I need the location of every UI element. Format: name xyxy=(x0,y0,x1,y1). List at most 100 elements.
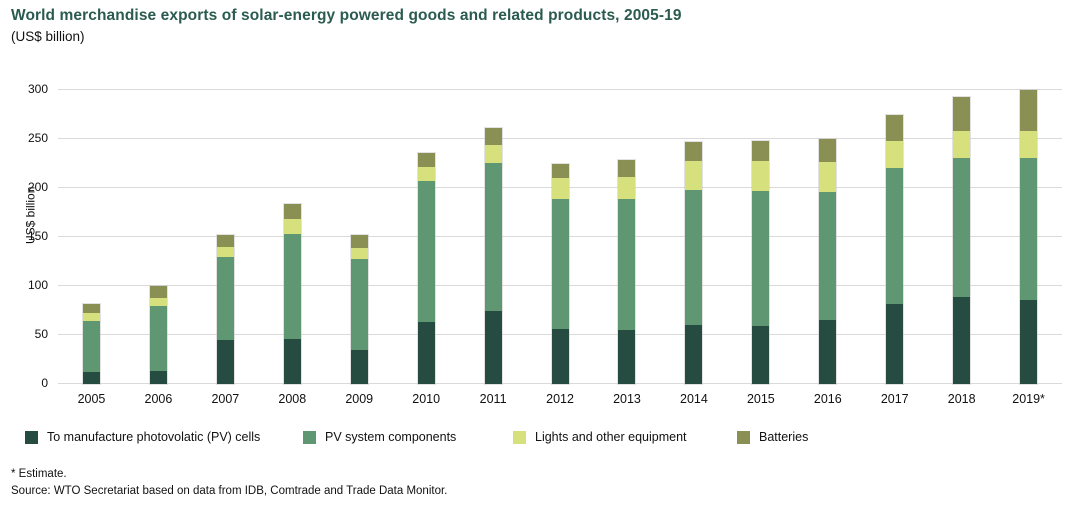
bar-segment-2005-batteries xyxy=(82,303,100,314)
stacked-bar-2007 xyxy=(215,234,235,385)
bar-segment-2016-to-manufacture-photovolatic-pv-cells xyxy=(819,320,837,384)
chart-title: World merchandise exports of solar-energ… xyxy=(11,7,682,24)
bar-segment-2005-lights-and-other-equipment xyxy=(82,313,100,322)
y-tick-label-50: 50 xyxy=(34,327,48,341)
stacked-bar-2013 xyxy=(617,158,637,386)
x-tick-label-2017: 2017 xyxy=(880,392,909,406)
bar-segment-2017-pv-system-components xyxy=(886,168,904,304)
x-tick-label-2012: 2012 xyxy=(546,392,574,406)
stacked-bar-2011 xyxy=(483,127,503,385)
bar-segment-2015-batteries xyxy=(752,140,770,161)
bar-column-2014 xyxy=(660,90,727,386)
legend-swatch-icon xyxy=(303,430,316,444)
bars-layer xyxy=(58,89,1062,386)
bar-segment-2014-to-manufacture-photovolatic-pv-cells xyxy=(685,325,703,384)
bar-segment-2016-batteries xyxy=(819,139,837,162)
bar-segment-2005-pv-system-components xyxy=(82,321,100,373)
bar-column-2019 xyxy=(995,89,1062,385)
bar-segment-2010-batteries xyxy=(417,152,435,168)
bar-column-2009 xyxy=(326,90,393,385)
bar-column-2017 xyxy=(861,90,928,386)
bar-segment-2019-batteries xyxy=(1020,90,1038,132)
stacked-bar-2018 xyxy=(952,95,972,386)
stacked-bar-2014 xyxy=(684,140,704,386)
bar-segment-2010-to-manufacture-photovolatic-pv-cells xyxy=(417,322,435,384)
stacked-bar-2019 xyxy=(1019,89,1039,385)
footnote-estimate: * Estimate. xyxy=(11,468,67,480)
bar-segment-2005-to-manufacture-photovolatic-pv-cells xyxy=(82,372,100,384)
bar-segment-2016-lights-and-other-equipment xyxy=(819,161,837,192)
legend-item-to-manufacture-photovolatic-pv-cells: To manufacture photovolatic (PV) cells xyxy=(25,429,260,445)
bar-segment-2007-lights-and-other-equipment xyxy=(216,246,234,257)
y-tick-label-0: 0 xyxy=(41,376,48,390)
y-tick-label-200: 200 xyxy=(27,180,48,194)
stacked-bar-2012 xyxy=(550,162,570,386)
legend-label: Lights and other equipment xyxy=(535,430,687,444)
x-tick-label-2016: 2016 xyxy=(813,392,842,406)
stacked-bar-2017 xyxy=(885,113,905,386)
x-tick-label-2009: 2009 xyxy=(345,392,374,406)
bar-segment-2007-pv-system-components xyxy=(216,256,234,340)
bar-segment-2010-pv-system-components xyxy=(417,181,435,323)
bar-column-2010 xyxy=(393,90,460,386)
bar-segment-2016-pv-system-components xyxy=(819,191,837,321)
legend-label: To manufacture photovolatic (PV) cells xyxy=(47,430,261,444)
chart-header: World merchandise exports of solar-energ… xyxy=(11,7,682,44)
x-tick-label-2013: 2013 xyxy=(613,392,641,406)
x-tick-label-2008: 2008 xyxy=(278,392,307,406)
bar-segment-2017-batteries xyxy=(886,114,904,141)
bar-segment-2018-pv-system-components xyxy=(953,157,971,297)
x-axis-labels: 2005 2006 2007 2008 2009 2010 2011 2012 2013 2014… xyxy=(58,392,1062,406)
bar-segment-2014-batteries xyxy=(685,141,703,161)
bar-segment-2013-pv-system-components xyxy=(618,198,636,331)
bar-segment-2012-pv-system-components xyxy=(551,198,569,330)
x-tick-label-2018: 2018 xyxy=(947,392,976,406)
plot-area: 0 50 100 150 200 250 300 xyxy=(28,82,1062,390)
bar-segment-2009-batteries xyxy=(350,235,368,248)
stacked-bar-2005 xyxy=(81,302,101,386)
bar-segment-2013-to-manufacture-photovolatic-pv-cells xyxy=(618,330,636,384)
legend-item-batteries: Batteries xyxy=(737,429,808,445)
y-tick-label-250: 250 xyxy=(27,131,48,145)
bar-segment-2011-lights-and-other-equipment xyxy=(484,144,502,163)
x-tick-label-2007: 2007 xyxy=(211,392,240,406)
x-tick-label-2005: 2005 xyxy=(77,392,106,406)
stacked-bar-2006 xyxy=(148,285,168,385)
bar-segment-2009-to-manufacture-photovolatic-pv-cells xyxy=(350,349,368,384)
bar-segment-2015-lights-and-other-equipment xyxy=(752,160,770,191)
legend-swatch-icon xyxy=(513,430,526,444)
x-tick-label-2006: 2006 xyxy=(144,392,173,406)
bar-segment-2012-batteries xyxy=(551,163,569,179)
bar-segment-2006-pv-system-components xyxy=(149,305,167,372)
legend-label: PV system components xyxy=(325,430,457,444)
bar-segment-2018-lights-and-other-equipment xyxy=(953,131,971,158)
bar-segment-2015-pv-system-components xyxy=(752,190,770,327)
bar-segment-2018-batteries xyxy=(953,96,971,132)
bar-segment-2015-to-manufacture-photovolatic-pv-cells xyxy=(752,326,770,384)
bar-segment-2006-batteries xyxy=(149,286,167,298)
y-tick-label-100: 100 xyxy=(27,278,48,292)
bar-column-2011 xyxy=(460,90,527,385)
bar-segment-2009-pv-system-components xyxy=(350,258,368,350)
x-tick-label-2019: 2019* xyxy=(1012,392,1045,406)
bar-column-2006 xyxy=(125,90,192,385)
bar-segment-2011-to-manufacture-photovolatic-pv-cells xyxy=(484,311,502,384)
bar-segment-2011-batteries xyxy=(484,128,502,145)
bar-segment-2019-pv-system-components xyxy=(1020,157,1038,300)
bar-segment-2013-lights-and-other-equipment xyxy=(618,177,636,199)
stacked-bar-2009 xyxy=(349,234,369,385)
bar-segment-2011-pv-system-components xyxy=(484,162,502,312)
bar-segment-2006-to-manufacture-photovolatic-pv-cells xyxy=(149,371,167,384)
bar-segment-2008-to-manufacture-photovolatic-pv-cells xyxy=(283,338,301,384)
bar-segment-2010-lights-and-other-equipment xyxy=(417,167,435,182)
bar-segment-2017-to-manufacture-photovolatic-pv-cells xyxy=(886,303,904,384)
bar-segment-2008-pv-system-components xyxy=(283,234,301,339)
bar-segment-2007-to-manufacture-photovolatic-pv-cells xyxy=(216,339,234,384)
bar-column-2007 xyxy=(192,90,259,385)
bar-segment-2006-lights-and-other-equipment xyxy=(149,297,167,306)
y-tick-label-150: 150 xyxy=(27,229,48,243)
stacked-bar-2008 xyxy=(282,202,302,386)
legend-swatch-icon xyxy=(737,430,750,444)
legend-swatch-icon xyxy=(25,430,38,444)
